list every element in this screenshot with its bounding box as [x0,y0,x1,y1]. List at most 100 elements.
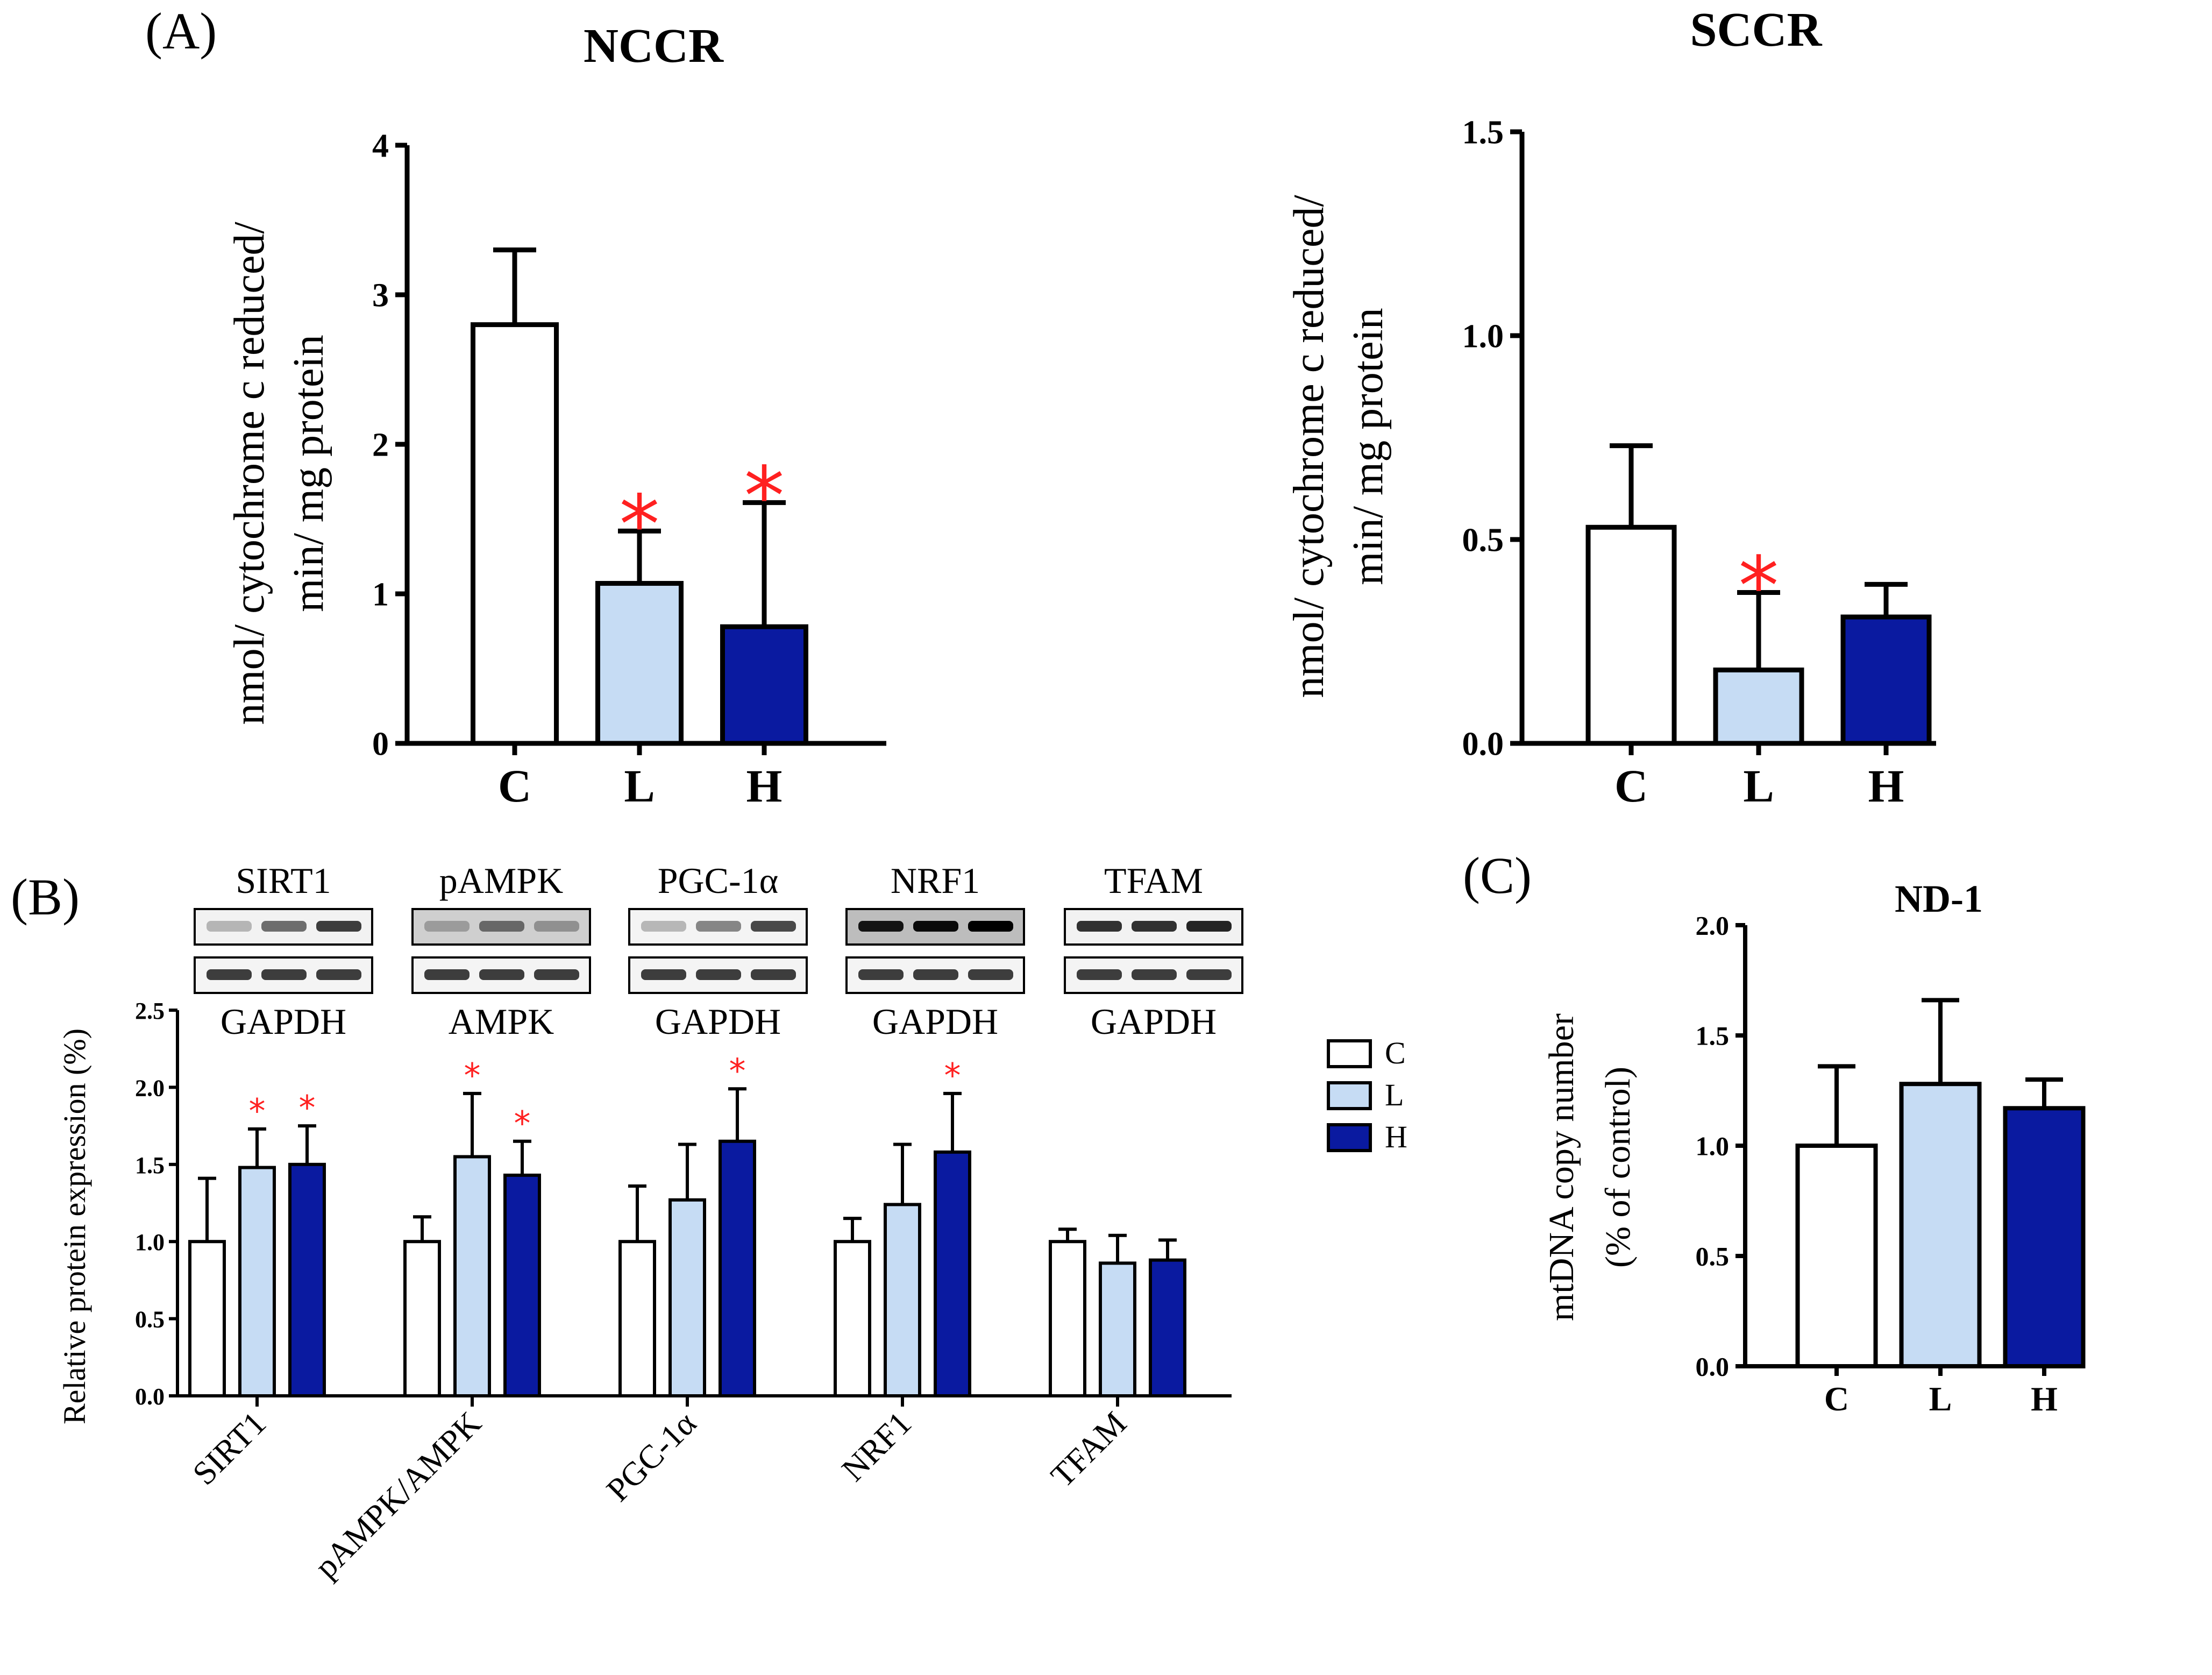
panel-a-label: (A) [145,2,217,60]
legend-swatch-L [1327,1081,1372,1110]
nccr-y-tick-label: 4 [372,128,389,165]
sccr-title: SCCR [1690,3,1822,56]
blot-band [479,969,524,980]
sccr-bar-C [1585,524,1677,746]
protein-ylabel: Relative protein expression (%) [57,1028,92,1424]
legend-swatch-H [1327,1123,1372,1152]
blot-band [641,969,686,980]
protein-bar-C [834,1240,871,1397]
nccr-bar-H [720,624,808,746]
nccr-y-tick-label: 0 [372,726,389,763]
protein-bar-H [503,1173,541,1397]
protein-y-tick-label: 2.5 [135,998,165,1024]
sccr-bar-L [1713,668,1804,746]
nccr-bar-L [595,581,684,746]
nccr-y-axis-label: nmol/ cytochrome c reduced/ min/ mg prot… [226,222,332,725]
nccr-significance-star-L: * [620,478,660,572]
protein-bar-C [618,1240,656,1397]
protein-bar-H [719,1139,756,1398]
nd1-y-tick-label: 1.5 [1696,1021,1730,1051]
nccr-ylabel-line2: min/ mg protein [285,335,332,612]
blot-label-top: SIRT1 [236,860,331,901]
sccr-x-tick-label-H: H [1868,760,1904,812]
nd1-ylabel-line1: mtDNA copy number [1542,1013,1581,1321]
blot-band [207,921,252,932]
blot-band [261,921,307,932]
protein-significance-star: * [249,1091,266,1131]
blot-band [1077,969,1122,980]
blot-label-bottom: GAPDH [872,1001,998,1042]
nd1-bar-L [1899,1082,1982,1368]
blot-label-top: PGC-1α [658,860,779,901]
blot-label-top: NRF1 [891,860,980,901]
blot-band [316,969,361,980]
nd1-bar-C [1795,1144,1878,1368]
blot-band [207,969,252,980]
nd1-y-tick-label: 2.0 [1696,911,1730,941]
sccr-y-tick-label: 1.5 [1462,115,1504,151]
blot-band [858,969,904,980]
blot-label-bottom: GAPDH [1091,1001,1217,1042]
nccr-y-tick-label: 3 [372,278,389,314]
sccr-chart: SCCR nmol/ cytochrome c reduced/ min/ mg… [1285,3,1936,812]
protein-bar-C [1049,1240,1086,1397]
nccr-ylabel-line1: nmol/ cytochrome c reduced/ [226,222,273,725]
blot-label-bottom: GAPDH [221,1001,346,1042]
blot-band [316,921,361,932]
protein-y-tick-label: 2.0 [135,1075,165,1101]
legend: CLH [1327,1035,1407,1154]
nccr-y-tick-label: 2 [372,427,389,464]
protein-bar-L [238,1166,276,1397]
sccr-y-axis-label: nmol/ cytochrome c reduced/ min/ mg prot… [1285,195,1392,698]
nd1-ylabel-line2: (% of control) [1598,1067,1638,1268]
blot-band [534,921,579,932]
nd1-x-tick-label-H: H [2031,1380,2058,1418]
sccr-y-tick-label: 1.0 [1462,318,1504,355]
blot-label-top: pAMPK [439,860,564,901]
legend-label-C: C [1385,1035,1406,1070]
protein-y-tick-label: 0.5 [135,1307,165,1333]
legend-swatch-C [1327,1039,1372,1068]
blot-label-bottom: AMPK [449,1001,554,1042]
blot-band [696,921,741,932]
protein-y-tick-label: 0.0 [135,1383,165,1410]
blot-band [968,969,1013,980]
sccr-bar-H [1840,614,1932,746]
protein-significance-star: * [464,1056,481,1095]
nd1-title: ND-1 [1895,877,1983,920]
protein-significance-star: * [514,1104,531,1143]
blot-band [1132,921,1177,932]
panel-c-label: (C) [1463,847,1532,904]
panel-b-label: (B) [11,868,80,926]
nccr-title: NCCR [584,19,724,73]
legend-label-L: L [1385,1077,1404,1112]
nd1-y-tick-label: 0.5 [1696,1241,1730,1272]
nccr-x-tick-label-C: C [498,760,531,812]
nccr-chart: (A) NCCR nmol/ cytochrome c reduced/ min… [145,2,886,812]
protein-bar-C [188,1240,226,1397]
blot-band [479,921,524,932]
blot-band [913,969,958,980]
legend-label-H: H [1385,1119,1407,1154]
nccr-x-tick-label-H: H [746,760,783,812]
nd1-chart: (C) ND-1 mtDNA copy number (% of control… [1463,847,2086,1418]
protein-bar-L [884,1203,921,1397]
blot-label-top: TFAM [1104,860,1203,901]
protein-y-tick-label: 1.0 [135,1229,165,1255]
blot-band [696,969,741,980]
protein-bar-H [288,1162,326,1398]
blot-band [751,921,796,932]
protein-significance-star: * [944,1056,961,1095]
blot-band [1077,921,1122,932]
sccr-ylabel-line2: min/ mg protein [1345,308,1392,585]
sccr-significance-star-L: * [1739,540,1779,634]
nd1-x-tick-label-C: C [1824,1380,1849,1418]
protein-significance-star: * [299,1088,316,1127]
sccr-ylabel-line1: nmol/ cytochrome c reduced/ [1285,195,1333,698]
nccr-significance-star-H: * [744,450,785,543]
protein-significance-star: * [729,1051,746,1090]
figure: (A) NCCR nmol/ cytochrome c reduced/ min… [11,2,2086,1586]
nd1-bar-H [2003,1106,2086,1369]
nccr-x-tick-label-L: L [624,760,655,812]
blot-band [641,921,686,932]
